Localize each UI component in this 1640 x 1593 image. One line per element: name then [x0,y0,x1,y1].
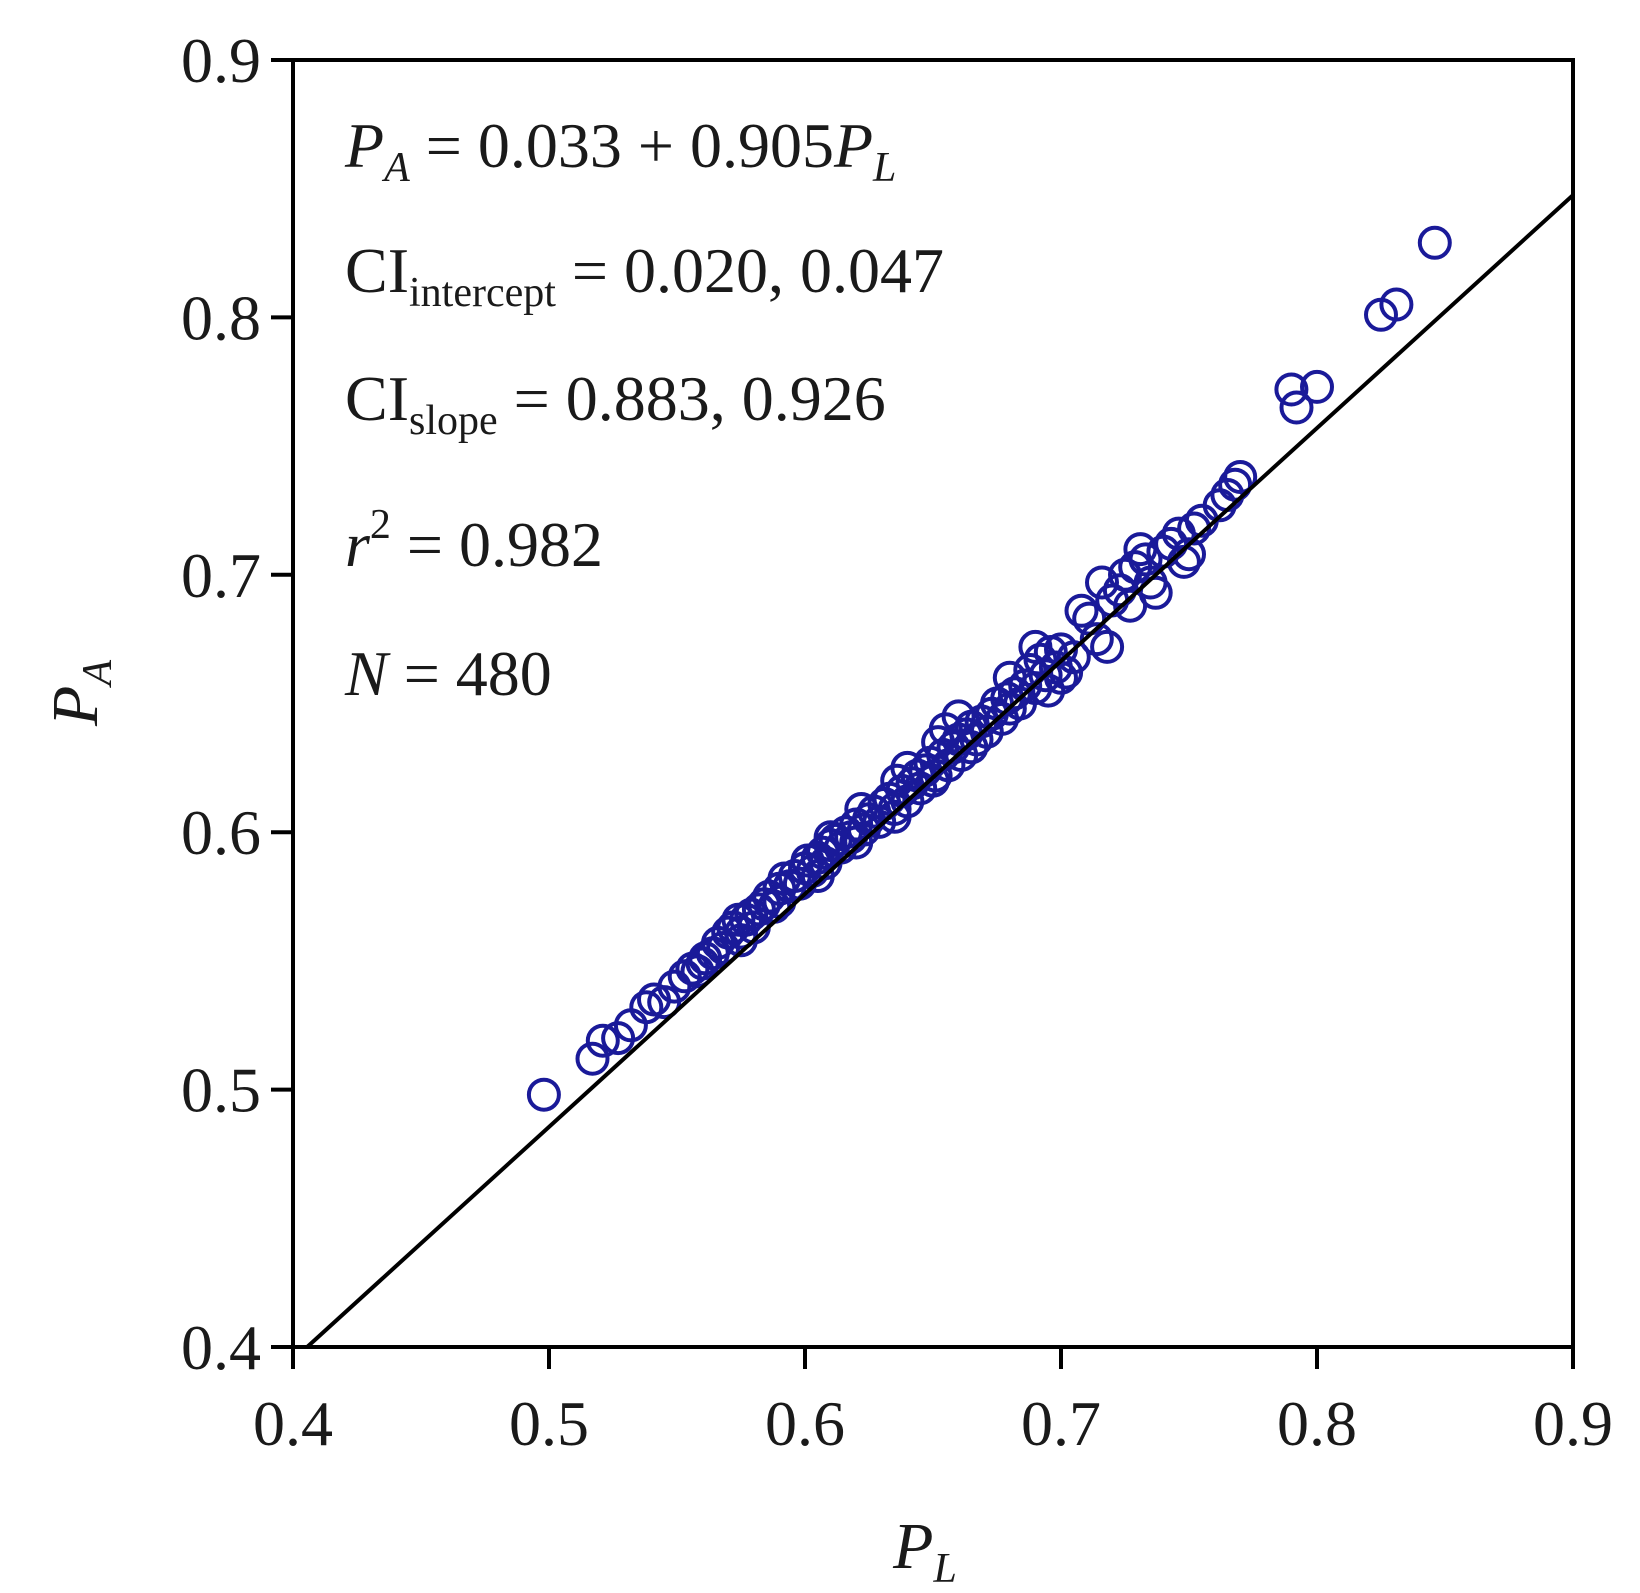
y-tick-label-3: 0.7 [181,540,261,611]
data-point-2 [585,1023,620,1058]
data-point-114 [1274,372,1309,407]
data-point-5 [629,990,664,1025]
data-point-102 [1138,575,1173,610]
data-point-135 [928,712,963,747]
y-tick-label-0: 0.4 [181,1312,261,1383]
data-point-100 [1128,542,1163,577]
y-tick-label-4: 0.8 [181,282,261,353]
ci-slope-annotation: CIslope = 0.883, 0.926 [345,363,886,444]
data-point-89 [1064,593,1099,628]
data-point-128 [992,691,1027,726]
regression-line [305,193,1575,1349]
data-point-92 [1085,565,1119,600]
x-axis-title: PL [892,1510,957,1592]
data-point-120 [685,946,720,981]
equation-annotation: PA = 0.033 + 0.905PL [344,110,896,191]
data-point-118 [1379,287,1414,322]
x-tick-label-5: 0.9 [1533,1388,1613,1459]
y-tick-label-2: 0.6 [181,797,261,868]
data-point-112 [1218,467,1253,502]
data-point-130 [813,820,848,855]
data-point-133 [1018,629,1053,664]
x-tick-label-2: 0.6 [765,1388,845,1459]
data-point-93 [1090,629,1125,664]
x-tick-label-4: 0.8 [1277,1388,1357,1459]
x-tick-label-3: 0.7 [1021,1388,1101,1459]
ci-intercept-annotation: CIintercept = 0.020, 0.047 [345,235,944,316]
n-annotation: N = 480 [344,638,552,709]
data-point-1 [575,1041,610,1076]
data-point-80 [1013,653,1048,687]
x-tick-label-1: 0.5 [509,1388,589,1459]
data-point-127 [954,730,989,765]
data-point-0 [526,1077,561,1112]
annotation-block: PA = 0.033 + 0.905PL CIintercept = 0.020… [344,110,944,709]
data-point-3 [601,1021,636,1056]
x-tick-label-0: 0.4 [253,1388,333,1459]
y-axis-title: PA [39,660,121,727]
data-point-132 [941,699,976,734]
y-axis-ticks: 0.4 0.5 0.6 0.7 0.8 0.9 [181,25,293,1383]
r-squared-annotation: r2 = 0.982 [345,502,603,580]
y-tick-label-5: 0.9 [181,25,261,96]
data-point-124 [839,825,874,860]
data-point-107 [1172,537,1206,572]
y-tick-label-1: 0.5 [181,1055,261,1126]
data-point-113 [1223,460,1258,494]
data-point-129 [1031,673,1066,708]
data-point-115 [1279,390,1314,425]
data-point-123 [800,859,835,893]
data-point-119 [1417,225,1452,260]
x-axis-ticks: 0.4 0.5 0.6 0.7 0.8 0.9 [253,1347,1613,1459]
data-point-8 [657,969,692,1004]
data-points [526,225,1452,1112]
data-point-131 [890,750,925,785]
data-point-91 [1079,622,1114,657]
data-point-116 [1300,369,1334,404]
plot-frame [291,58,1575,1349]
data-point-125 [877,799,912,834]
data-point-69 [959,722,994,757]
